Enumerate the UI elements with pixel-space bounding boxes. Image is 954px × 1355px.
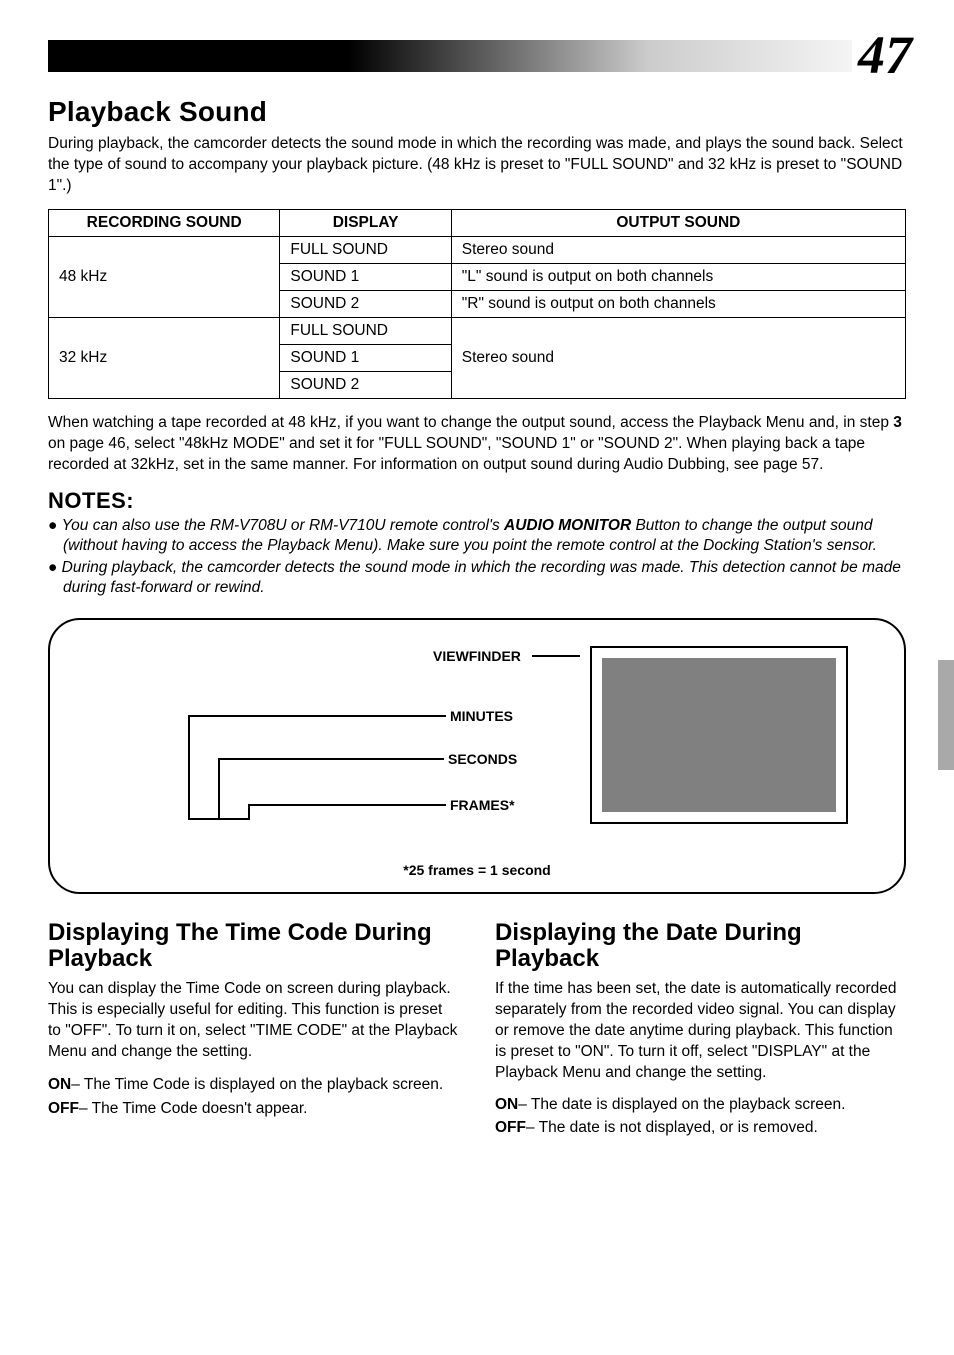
off-text: – The Time Code doesn't appear. [79,1100,307,1117]
cell-disp: SOUND 2 [280,290,451,317]
timecode-on: ON– The Time Code is displayed on the pl… [48,1075,459,1096]
off-label: OFF [48,1100,79,1117]
sound-table: RECORDING SOUND DISPLAY OUTPUT SOUND 48 … [48,209,906,399]
figure-inner: VIEWFINDER MINUTES SECONDS FRAMES* [78,646,876,856]
cell-disp: SOUND 1 [280,263,451,290]
notes-list: You can also use the RM-V708U or RM-V710… [48,516,906,599]
note-pre: You can also use the RM-V708U or RM-V710… [62,517,504,534]
leader-frames-h2 [248,804,278,806]
cell-disp: SOUND 1 [280,344,451,371]
leader-minutes-v [188,715,190,778]
note-item: You can also use the RM-V708U or RM-V710… [48,516,906,556]
figure-box: VIEWFINDER MINUTES SECONDS FRAMES* *25 f… [48,618,906,894]
cell-disp: FULL SOUND [280,236,451,263]
notes-heading: NOTES: [48,488,906,514]
label-seconds: SECONDS [448,751,517,767]
label-frames: FRAMES* [450,797,515,813]
page-number: 47 [852,24,912,86]
cell-rec-32: 32 kHz [49,317,280,398]
section-title-timecode: Displaying The Time Code During Playback [48,920,459,973]
timecode-off: OFF– The Time Code doesn't appear. [48,1099,459,1120]
label-minutes: MINUTES [450,708,513,724]
note-bold: AUDIO MONITOR [504,517,631,534]
cell-out: Stereo sound [451,317,905,398]
leader-minutes-h [222,715,446,717]
cell-out: Stereo sound [451,236,905,263]
section-title-playback-sound: Playback Sound [48,96,906,128]
th-recording-sound: RECORDING SOUND [49,209,280,236]
figure-caption: *25 frames = 1 second [78,862,876,878]
viewfinder-screen [602,658,836,812]
cell-out: "L" sound is output on both channels [451,263,905,290]
table-header-row: RECORDING SOUND DISPLAY OUTPUT SOUND [49,209,906,236]
tick-seconds [218,758,220,818]
on-text: – The date is displayed on the playback … [518,1096,845,1113]
cell-out: "R" sound is output on both channels [451,290,905,317]
viewfinder-frame [590,646,848,824]
note-pre: During playback, the camcorder detects t… [62,559,901,596]
column-left: Displaying The Time Code During Playback… [48,920,459,1139]
off-label: OFF [495,1119,526,1136]
tick-frames-v [248,804,250,818]
post-para-step: 3 [893,414,902,431]
date-off: OFF– The date is not displayed, or is re… [495,1118,906,1139]
column-right: Displaying the Date During Playback If t… [495,920,906,1139]
tick-minutes [188,778,190,818]
cell-rec-48: 48 kHz [49,236,280,317]
side-tab [938,660,954,770]
intro-paragraph: During playback, the camcorder detects t… [48,134,906,197]
leader-frames-h [278,804,446,806]
post-para-post: on page 46, select "48kHz MODE" and set … [48,435,865,473]
on-label: ON [495,1096,518,1113]
off-text: – The date is not displayed, or is remov… [526,1119,818,1136]
note-item: During playback, the camcorder detects t… [48,558,906,598]
on-label: ON [48,1076,71,1093]
section-title-date: Displaying the Date During Playback [495,920,906,973]
post-table-paragraph: When watching a tape recorded at 48 kHz,… [48,413,906,476]
header-gradient [48,40,906,72]
cell-disp: FULL SOUND [280,317,451,344]
two-column-layout: Displaying The Time Code During Playback… [48,920,906,1139]
date-body: If the time has been set, the date is au… [495,979,906,1084]
timecode-body: You can display the Time Code on screen … [48,979,459,1063]
page-header: 47 [48,40,906,84]
tick-baseline [188,818,250,820]
leader-minutes-h2 [188,715,222,717]
th-display: DISPLAY [280,209,451,236]
label-viewfinder: VIEWFINDER [433,648,521,664]
leader-viewfinder [532,655,580,657]
table-row: 48 kHz FULL SOUND Stereo sound [49,236,906,263]
on-text: – The Time Code is displayed on the play… [71,1076,443,1093]
date-on: ON– The date is displayed on the playbac… [495,1095,906,1116]
post-para-pre: When watching a tape recorded at 48 kHz,… [48,414,893,431]
table-row: 32 kHz FULL SOUND Stereo sound [49,317,906,344]
cell-disp: SOUND 2 [280,371,451,398]
th-output-sound: OUTPUT SOUND [451,209,905,236]
leader-seconds-h [218,758,444,760]
